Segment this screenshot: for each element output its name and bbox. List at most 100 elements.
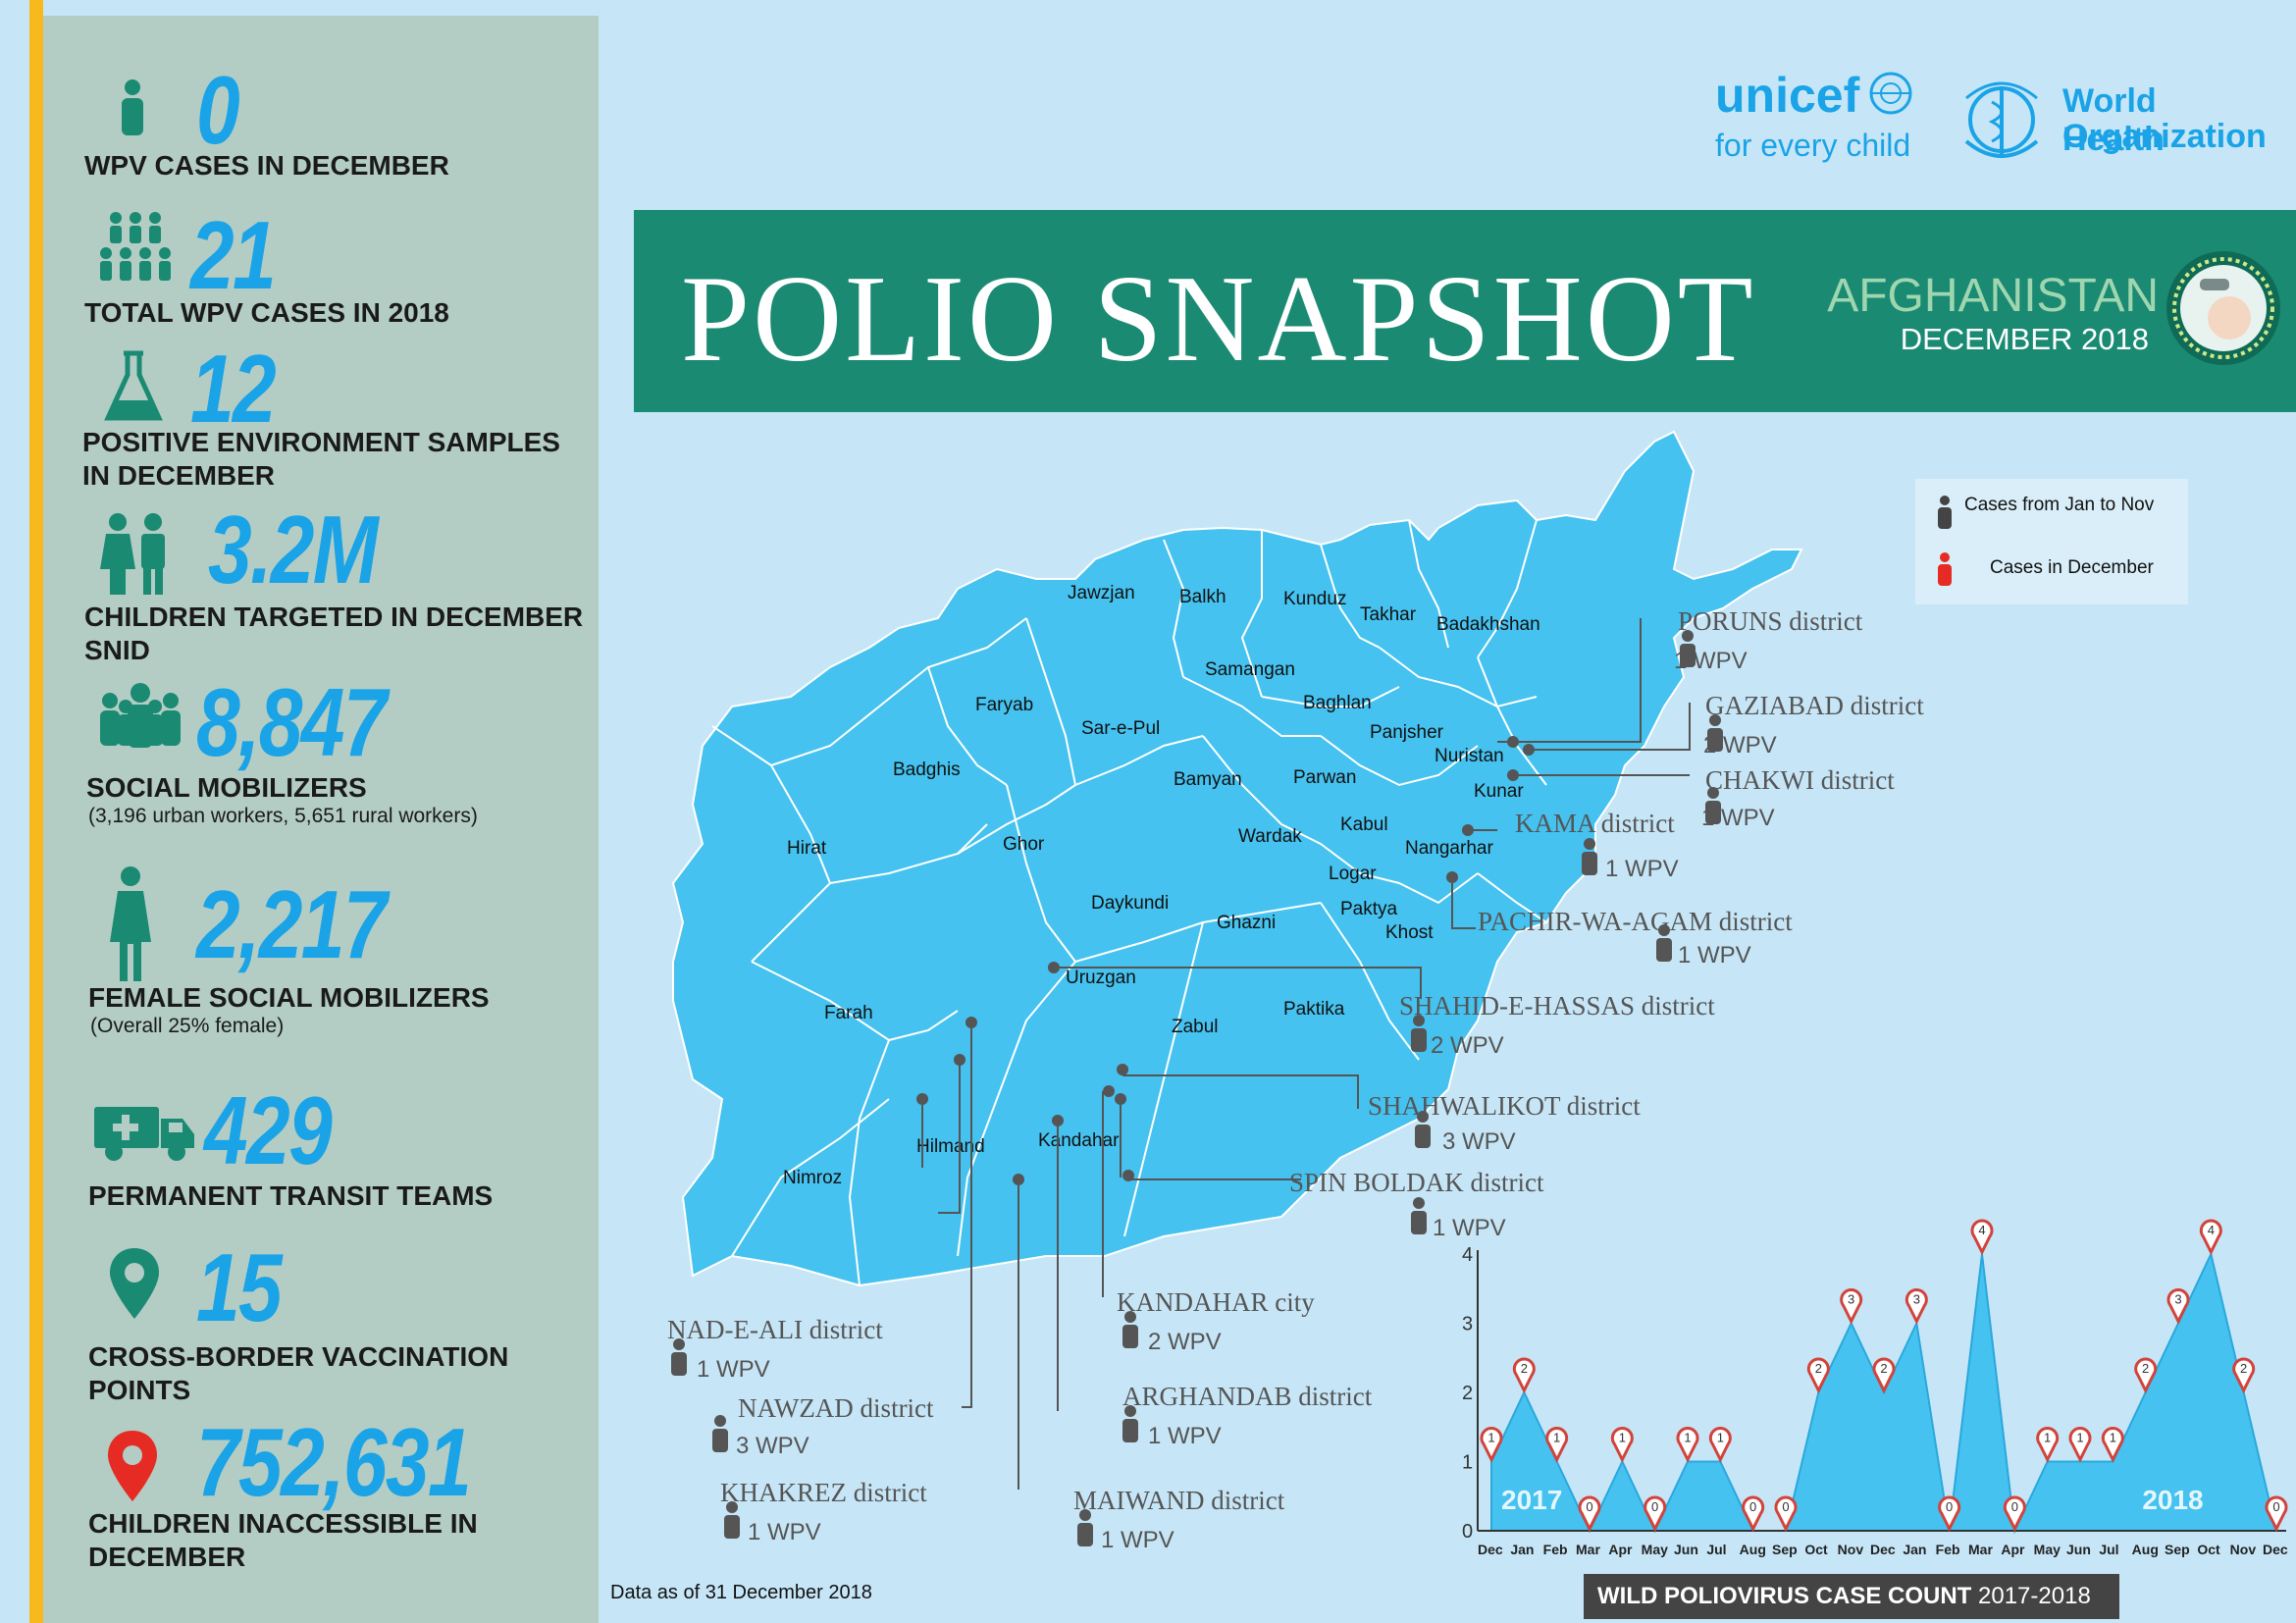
wpv-area-chart: 0 1 2 3 4 Dec Jan Feb Mar Apr May Jun Jul Aug Sep Oct No… <box>1462 1219 2288 1557</box>
person-icon <box>1582 838 1597 875</box>
red-person-icon <box>1938 552 1952 586</box>
district-label: KANDAHAR city <box>1117 1287 1315 1317</box>
x-tick-label: Jun <box>1674 1542 1698 1557</box>
chart-title-main: WILD POLIOVIRUS CASE COUNT <box>1597 1583 1972 1609</box>
person-icon <box>122 79 143 135</box>
location-pin-icon <box>110 1248 159 1319</box>
data-point-pin: 2 <box>2134 1357 2158 1394</box>
chart-title-years: 2017-2018 <box>1978 1583 2091 1609</box>
district-label: SPIN BOLDAK district <box>1289 1168 1544 1197</box>
province-label: Daykundi <box>1091 893 1170 914</box>
x-tick-label: Dec <box>1870 1542 1896 1557</box>
province-label: Zabul <box>1172 1017 1219 1037</box>
data-point-pin: 1 <box>1480 1427 1503 1463</box>
x-tick-label: Oct <box>2197 1542 2220 1557</box>
province-label: Logar <box>1329 864 1377 884</box>
x-tick-label: Dec <box>1478 1542 1503 1557</box>
province-label: Wardak <box>1238 826 1302 847</box>
province-label: Takhar <box>1360 604 1417 625</box>
data-point-pin: 4 <box>2199 1219 2222 1256</box>
stats-panel <box>43 16 599 1623</box>
district-case-count: 2 WPV <box>1148 1329 1222 1355</box>
data-label: 1 <box>1553 1431 1560 1445</box>
province-label: Sar-e-Pul <box>1081 718 1161 739</box>
province-label: Samangan <box>1205 659 1295 680</box>
person-icon <box>1411 1015 1427 1052</box>
data-label: 1 <box>1717 1431 1724 1445</box>
person-icon <box>712 1415 728 1452</box>
x-tick-label: May <box>2034 1542 2061 1557</box>
data-label: 3 <box>1848 1292 1854 1307</box>
stat-total-wpv-2018: 21 TOTAL WPV CASES IN 2018 <box>43 196 593 334</box>
stat-label: CROSS-BORDER VACCINATION <box>88 1341 509 1372</box>
x-tick-label: Sep <box>2165 1542 2190 1557</box>
person-icon <box>1680 630 1696 667</box>
stat-label: PERMANENT TRANSIT TEAMS <box>88 1180 494 1211</box>
person-icon <box>671 1338 687 1376</box>
data-label: 4 <box>2208 1223 2215 1237</box>
x-tick-label: Jul <box>1706 1542 1726 1557</box>
stat-female-mobilizers: 2,217 FEMALE SOCIAL MOBILIZERS (Overall … <box>43 850 593 1046</box>
province-label: Paktika <box>1283 999 1345 1020</box>
data-point-pin: 2 <box>1512 1357 1536 1394</box>
stat-value: 15 <box>196 1233 283 1341</box>
wpv-chart: 0 1 2 3 4 Dec Jan Feb Mar Apr May Jun Jul Aug Sep Oct No… <box>1433 1195 2296 1574</box>
x-tick-label: Aug <box>1740 1542 1766 1557</box>
data-label: 1 <box>2110 1431 2116 1445</box>
data-label: 1 <box>1684 1431 1691 1445</box>
x-tick-label: Apr <box>1608 1542 1633 1557</box>
province-label: Parwan <box>1293 767 1357 788</box>
district-label: MAIWAND district <box>1073 1486 1285 1515</box>
district-label: PACHIR-WA-AGAM district <box>1478 907 1793 936</box>
data-point-pin: 0 <box>1774 1495 1798 1533</box>
district-label: SHAHID-E-HASSAS district <box>1399 991 1715 1021</box>
year-label-2017: 2017 <box>1501 1485 1562 1515</box>
stat-label: CHILDREN TARGETED IN DECEMBER <box>84 602 584 632</box>
map-panel: Jawzjan Balkh Kunduz Takhar Badakhshan S… <box>610 412 2296 1623</box>
data-label: 1 <box>1487 1431 1494 1445</box>
person-icon <box>1122 1405 1138 1442</box>
data-label: 2 <box>1880 1361 1887 1376</box>
stat-value: 2,217 <box>196 870 388 978</box>
who-line2: Organization <box>2062 118 2267 155</box>
data-label: 2 <box>2240 1361 2247 1376</box>
person-icon <box>1705 787 1721 824</box>
ambulance-icon <box>94 1107 194 1161</box>
data-label: 2 <box>1521 1361 1528 1376</box>
stat-label: WPV CASES IN DECEMBER <box>84 150 449 181</box>
province-label: Faryab <box>975 695 1034 715</box>
province-label: Kunar <box>1474 781 1524 802</box>
person-icon <box>1122 1311 1138 1348</box>
unicef-emblem-icon <box>1869 72 1912 115</box>
data-label: 1 <box>1619 1431 1626 1445</box>
data-point-pin: 0 <box>1578 1495 1601 1533</box>
page-title: POLIO SNAPSHOT <box>681 251 1756 388</box>
crowd-icon <box>100 683 181 748</box>
x-tick-label: Nov <box>2230 1542 2257 1557</box>
data-footnote: Data as of 31 December 2018 <box>610 1582 872 1603</box>
data-point-pin: 0 <box>1938 1495 1961 1533</box>
y-tick-label: 0 <box>1462 1521 1473 1543</box>
district-case-count: 1 WPV <box>1148 1423 1222 1449</box>
stat-transit-teams: 429 PERMANENT TRANSIT TEAMS <box>43 1066 593 1223</box>
stat-children-targeted: 3.2M CHILDREN TARGETED IN DECEMBER SNID <box>43 491 593 667</box>
data-point-pin: 3 <box>1905 1288 1928 1325</box>
data-label: 3 <box>2174 1292 2181 1307</box>
person-icon <box>1415 1111 1431 1148</box>
woman-icon <box>110 866 151 981</box>
data-label: 3 <box>1913 1292 1920 1307</box>
data-point-pin: 1 <box>2101 1427 2124 1463</box>
district-case-count: 1 WPV <box>1678 942 1751 969</box>
y-tick-label: 1 <box>1462 1452 1473 1474</box>
data-label: 4 <box>1978 1223 1985 1237</box>
data-label: 0 <box>2272 1499 2279 1514</box>
year-label-2018: 2018 <box>2142 1485 2203 1515</box>
district-case-count: 3 WPV <box>1442 1128 1516 1155</box>
district-case-count: 1 WPV <box>1605 856 1679 882</box>
x-tick-label: May <box>1642 1542 1668 1557</box>
stat-label: DECEMBER <box>88 1542 246 1572</box>
data-label: 2 <box>1815 1361 1822 1376</box>
country-label: AFGHANISTAN <box>1827 270 2159 322</box>
stat-sublabel: (Overall 25% female) <box>90 1015 285 1037</box>
district-label: KHAKREZ district <box>720 1478 927 1507</box>
